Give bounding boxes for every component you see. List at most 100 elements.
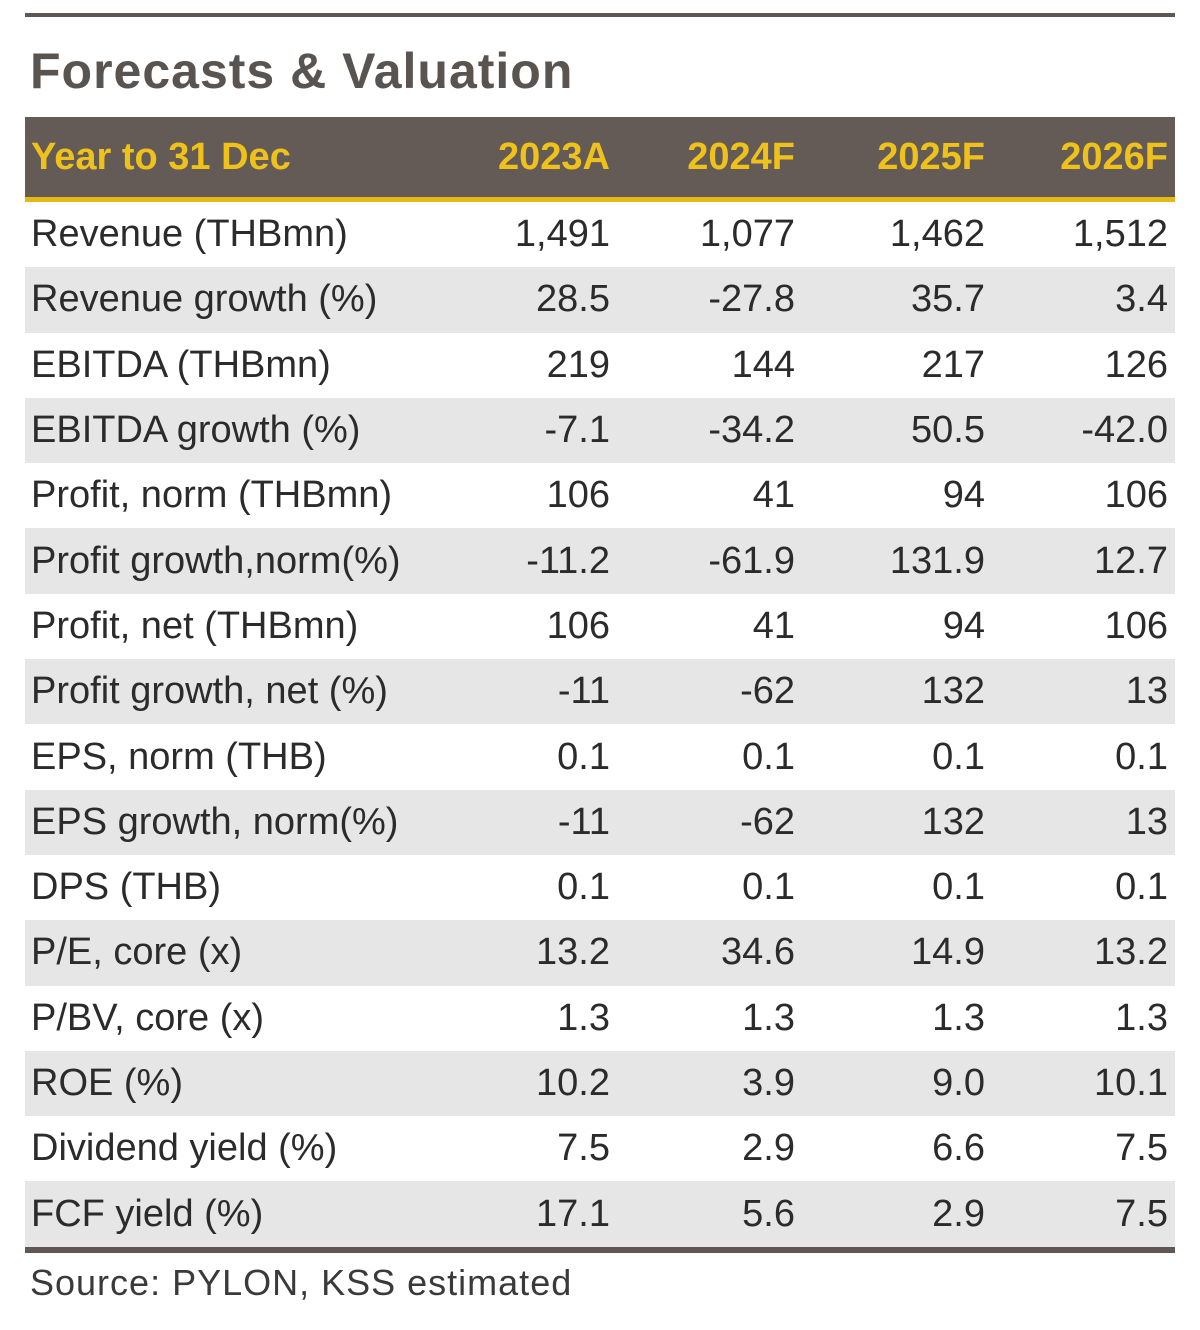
- row-value: 106: [1104, 604, 1168, 647]
- row-label: EBITDA growth (%): [31, 409, 361, 452]
- row-value: 35.7: [911, 278, 985, 321]
- row-value: 0.1: [742, 735, 795, 778]
- row-value: 13.2: [536, 931, 610, 974]
- table-row: Revenue (THBmn) 1,491 1,077 1,462 1,512: [25, 202, 1175, 267]
- table-row: Profit, net (THBmn) 106 41 94 106: [25, 594, 1175, 659]
- row-value: 5.6: [742, 1192, 795, 1235]
- row-value: 1.3: [557, 996, 610, 1039]
- bottom-rule: [25, 1246, 1175, 1253]
- row-value: -11: [557, 670, 610, 713]
- table-row: P/BV, core (x) 1.3 1.3 1.3 1.3: [25, 986, 1175, 1051]
- row-label: EBITDA (THBmn): [31, 343, 331, 386]
- table-row: Profit, norm (THBmn) 106 41 94 106: [25, 463, 1175, 528]
- row-label: Revenue (THBmn): [31, 213, 348, 256]
- row-value: 132: [921, 800, 985, 843]
- row-label: EPS growth, norm(%): [31, 800, 399, 843]
- row-value: 7.5: [1115, 1192, 1168, 1235]
- row-value: 144: [731, 343, 795, 386]
- row-value: 1,077: [699, 213, 795, 256]
- row-label: ROE (%): [31, 1062, 183, 1104]
- table-row: EBITDA growth (%) -7.1 -34.2 50.5 -42.0: [25, 397, 1175, 464]
- row-value: 0.1: [557, 866, 610, 909]
- row-value: 0.1: [932, 866, 985, 909]
- table-row: Revenue growth (%) 28.5 -27.8 35.7 3.4: [25, 267, 1175, 333]
- row-value: 6.6: [932, 1127, 985, 1170]
- table-row: EPS, norm (THB) 0.1 0.1 0.1 0.1: [25, 724, 1175, 789]
- row-value: -61.9: [708, 539, 795, 582]
- table-row: FCF yield (%) 17.1 5.6 2.9 7.5: [25, 1181, 1175, 1247]
- row-value: 1,491: [514, 213, 610, 256]
- table-row: Dividend yield (%) 7.5 2.9 6.6 7.5: [25, 1116, 1175, 1181]
- row-value: 217: [921, 343, 985, 386]
- row-value: -62: [740, 800, 795, 843]
- row-value: 13: [1125, 670, 1168, 713]
- table-row: Profit growth, net (%) -11 -62 132 13: [25, 659, 1175, 725]
- row-value: 13: [1125, 800, 1168, 843]
- row-value: 3.4: [1115, 278, 1168, 321]
- row-label: P/BV, core (x): [31, 996, 265, 1039]
- row-label: Profit growth, net (%): [31, 670, 388, 713]
- table-row: EPS growth, norm(%) -11 -62 132 13: [25, 789, 1175, 855]
- row-value: 2.9: [742, 1127, 795, 1170]
- row-value: 106: [546, 604, 610, 647]
- row-value: 14.9: [911, 931, 985, 974]
- row-value: 41: [752, 474, 795, 517]
- row-value: 10.1: [1094, 1062, 1168, 1104]
- table-row: Profit growth,norm(%) -11.2 -61.9 131.9 12.7: [25, 528, 1175, 594]
- row-label: EPS, norm (THB): [31, 735, 327, 778]
- row-label: Revenue growth (%): [31, 278, 378, 321]
- source-note: Source: PYLON, KSS estimated: [30, 1262, 573, 1303]
- table-row: DPS (THB) 0.1 0.1 0.1 0.1: [25, 855, 1175, 920]
- top-rule: [25, 13, 1175, 17]
- row-value: -27.8: [708, 278, 795, 321]
- row-value: 131.9: [889, 539, 985, 582]
- table-row: EBITDA (THBmn) 219 144 217 126: [25, 333, 1175, 398]
- row-label: Dividend yield (%): [31, 1127, 338, 1170]
- row-value: 9.0: [932, 1062, 985, 1104]
- header-year-label: Year to 31 Dec: [31, 135, 291, 178]
- row-value: 28.5: [536, 278, 610, 321]
- row-value: 1.3: [1115, 996, 1168, 1039]
- header-2024f: 2024F: [687, 135, 795, 178]
- row-label: FCF yield (%): [31, 1192, 264, 1235]
- row-value: 1.3: [742, 996, 795, 1039]
- row-value: 13.2: [1094, 931, 1168, 974]
- table-row: P/E, core (x) 13.2 34.6 14.9 13.2: [25, 920, 1175, 986]
- table-header: Year to 31 Dec 2023A 2024F 2025F 2026F: [25, 117, 1175, 202]
- row-value: 0.1: [557, 735, 610, 778]
- row-value: 0.1: [742, 866, 795, 909]
- row-value: 7.5: [1115, 1127, 1168, 1170]
- row-value: 0.1: [932, 735, 985, 778]
- row-value: 3.9: [742, 1062, 795, 1104]
- header-2023a: 2023A: [498, 135, 610, 178]
- row-value: 2.9: [932, 1192, 985, 1235]
- forecast-table: Year to 31 Dec 2023A 2024F 2025F 2026F R…: [25, 117, 1175, 1253]
- row-label: Profit, norm (THBmn): [31, 474, 393, 517]
- row-value: 17.1: [536, 1192, 610, 1235]
- row-value: -42.0: [1081, 409, 1168, 452]
- row-value: 7.5: [557, 1127, 610, 1170]
- row-value: 34.6: [721, 931, 795, 974]
- row-value: 50.5: [911, 409, 985, 452]
- row-value: -11: [557, 800, 610, 843]
- row-value: 41: [752, 604, 795, 647]
- row-value: 132: [921, 670, 985, 713]
- header-2025f: 2025F: [877, 135, 985, 178]
- header-2026f: 2026F: [1060, 135, 1168, 178]
- table-row: ROE (%) 10.2 3.9 9.0 10.1: [25, 1050, 1175, 1117]
- row-value: 1.3: [932, 996, 985, 1039]
- row-value: 106: [546, 474, 610, 517]
- row-value: 10.2: [536, 1062, 610, 1104]
- table-body: Revenue (THBmn) 1,491 1,077 1,462 1,512 Reven…: [25, 202, 1175, 1247]
- row-value: 106: [1104, 474, 1168, 517]
- row-value: 219: [546, 343, 610, 386]
- row-value: 126: [1104, 343, 1168, 386]
- row-value: 94: [942, 604, 985, 647]
- row-value: -34.2: [708, 409, 795, 452]
- row-value: 1,462: [889, 213, 985, 256]
- row-label: Profit, net (THBmn): [31, 604, 359, 647]
- row-value: -62: [740, 670, 795, 713]
- row-label: P/E, core (x): [31, 931, 243, 974]
- row-value: 1,512: [1072, 213, 1168, 256]
- row-label: Profit growth,norm(%): [31, 539, 401, 582]
